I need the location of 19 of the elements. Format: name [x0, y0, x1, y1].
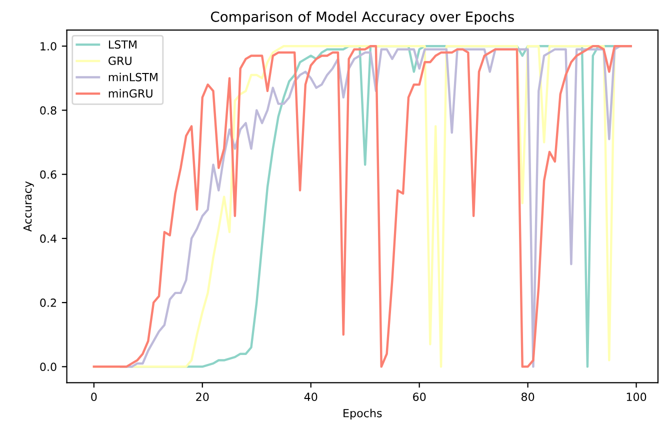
x-tick-label: 20	[196, 392, 209, 402]
x-tick-label: 100	[626, 392, 646, 402]
y-tick-label: 0.6	[40, 170, 56, 179]
y-tick-label: 0.4	[40, 234, 56, 243]
x-tick-label: 80	[521, 392, 534, 402]
y-tick-label: 0.2	[40, 298, 56, 307]
x-tick-label: 0	[91, 392, 97, 402]
legend-label: GRU	[108, 56, 132, 66]
legend-label: minLSTM	[108, 72, 158, 82]
y-tick-label: 0.8	[40, 106, 56, 115]
y-axis-title: Accuracy	[23, 181, 34, 232]
chart-title: Comparison of Model Accuracy over Epochs	[210, 11, 514, 25]
legend-label: LSTM	[109, 40, 136, 49]
y-tick-label: 1.0	[40, 42, 56, 51]
x-tick-label: 40	[304, 392, 318, 402]
y-tick-label: 0.0	[40, 362, 56, 372]
x-axis-title: Epochs	[344, 408, 382, 420]
legend-label: minGRU	[108, 89, 152, 98]
x-tick-label: 60	[413, 392, 426, 402]
